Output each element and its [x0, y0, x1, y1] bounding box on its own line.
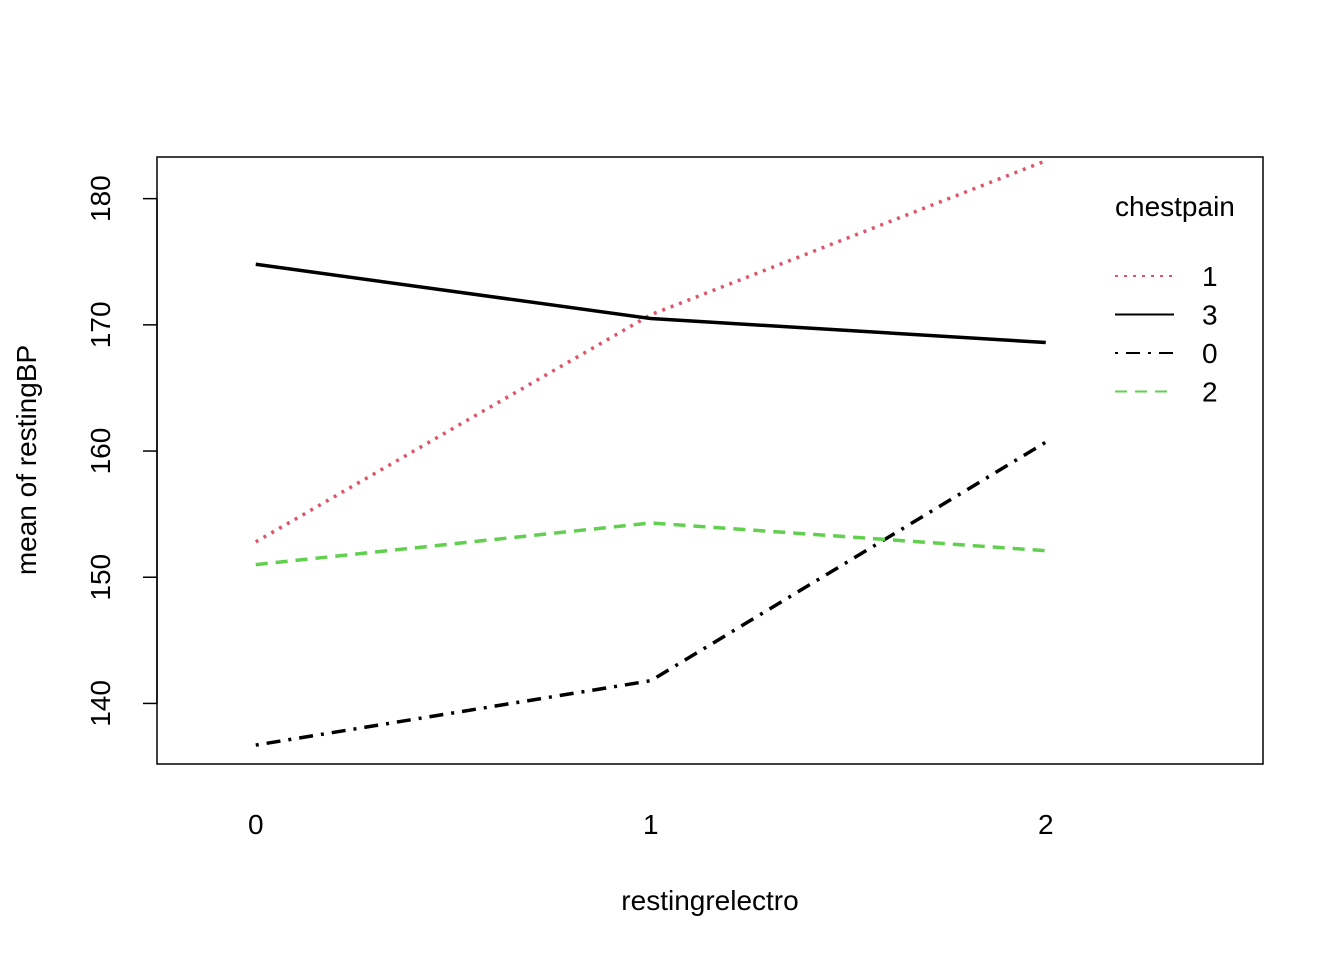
legend-label-3: 3: [1202, 300, 1218, 331]
series-line-2: [255, 521, 1046, 567]
y-axis: 140 150 160 170 180: [85, 175, 158, 727]
legend-label-1: 1: [1202, 261, 1218, 292]
legend: chestpain 1 3 0 2: [1115, 191, 1235, 408]
x-tick-label: 2: [1038, 809, 1054, 840]
y-tick-label: 170: [85, 301, 116, 348]
y-tick-label: 180: [85, 175, 116, 222]
y-tick-label: 140: [85, 680, 116, 727]
series-layer: [254, 159, 1047, 747]
y-tick-label: 150: [85, 554, 116, 601]
x-axis-title: restingrelectro: [621, 885, 798, 916]
y-tick-label: 160: [85, 428, 116, 475]
y-axis-title: mean of restingBP: [11, 345, 42, 575]
x-tick-label: 1: [643, 809, 659, 840]
series-line-3: [255, 262, 1046, 345]
legend-title: chestpain: [1115, 191, 1235, 222]
legend-label-2: 2: [1202, 377, 1218, 408]
series-line-1: [254, 159, 1047, 544]
series-line-0: [255, 440, 1047, 747]
x-tick-label: 0: [248, 809, 264, 840]
plot-frame: [156, 156, 1264, 765]
legend-label-0: 0: [1202, 338, 1218, 369]
x-axis: 0 1 2: [248, 809, 1054, 840]
